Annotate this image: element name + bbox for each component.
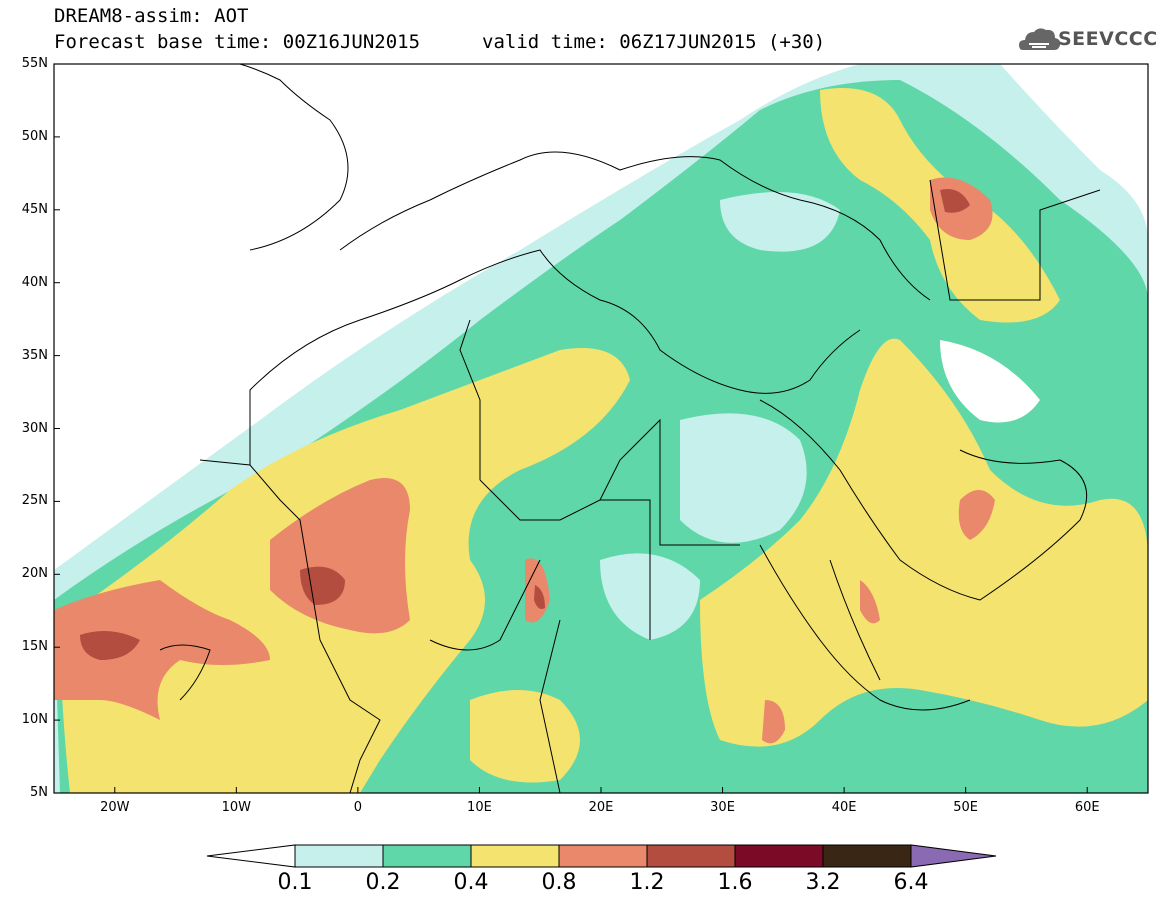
colorbar-segment [382,844,472,868]
aot-contour-field [54,64,1148,793]
lon-label: 30E [710,800,735,815]
colorbar-segment [558,844,648,868]
colorbar-segment [646,844,736,868]
forecast-base-time: Forecast base time: 00Z16JUN2015 [54,31,421,53]
colorbar-segment [470,844,560,868]
lat-label: 10N [21,712,48,728]
colorbar [206,844,997,868]
lat-label: 35N [21,347,48,363]
aot-band-1.2 [300,566,345,605]
lat-label: 25N [21,493,48,509]
colorbar-level-label: 3.2 [805,870,841,895]
valid-time: valid time: 06Z17JUN2015 (+30) [482,31,826,53]
lat-label: 30N [21,420,48,436]
lat-label: 55N [21,56,48,71]
seevccc-logo-text: SEEVCCC [1058,28,1158,50]
lon-label: 20W [100,800,130,815]
lat-label: 15N [21,639,48,655]
lon-label: 0 [353,800,363,815]
lon-label: 10E [467,800,492,815]
colorbar-level-label: 1.6 [717,870,753,895]
colorbar-segment [734,844,824,868]
lon-label: 60E [1074,800,1100,815]
colorbar-level-label: 0.4 [453,870,489,895]
colorbar-segment [822,844,912,868]
colorbar-segment [294,844,384,868]
colorbar-level-label: 0.2 [365,870,401,895]
colorbar-high-arrow [910,844,997,868]
colorbar-level-label: 6.4 [893,870,929,895]
lat-label: 20N [21,566,48,582]
lon-label: 10W [221,800,252,815]
cloud-logo-icon [1019,28,1061,50]
colorbar-low-arrow [206,844,296,868]
lon-label: 20E [588,800,614,815]
coastlines [159,64,1101,793]
lat-label: 40N [21,274,48,290]
lat-label: 45N [21,201,48,217]
lon-label: 50E [953,800,979,815]
colorbar-level-label: 0.8 [541,870,577,895]
colorbar-level-label: 1.2 [629,870,665,895]
aot-band-0.8 [270,478,410,634]
lat-label: 5N [30,785,48,800]
lat-label: 50N [21,128,48,144]
colorbar-level-label: 0.1 [277,870,313,895]
map-title: DREAM8-assim: AOT [54,5,249,27]
lon-label: 40E [831,800,857,815]
